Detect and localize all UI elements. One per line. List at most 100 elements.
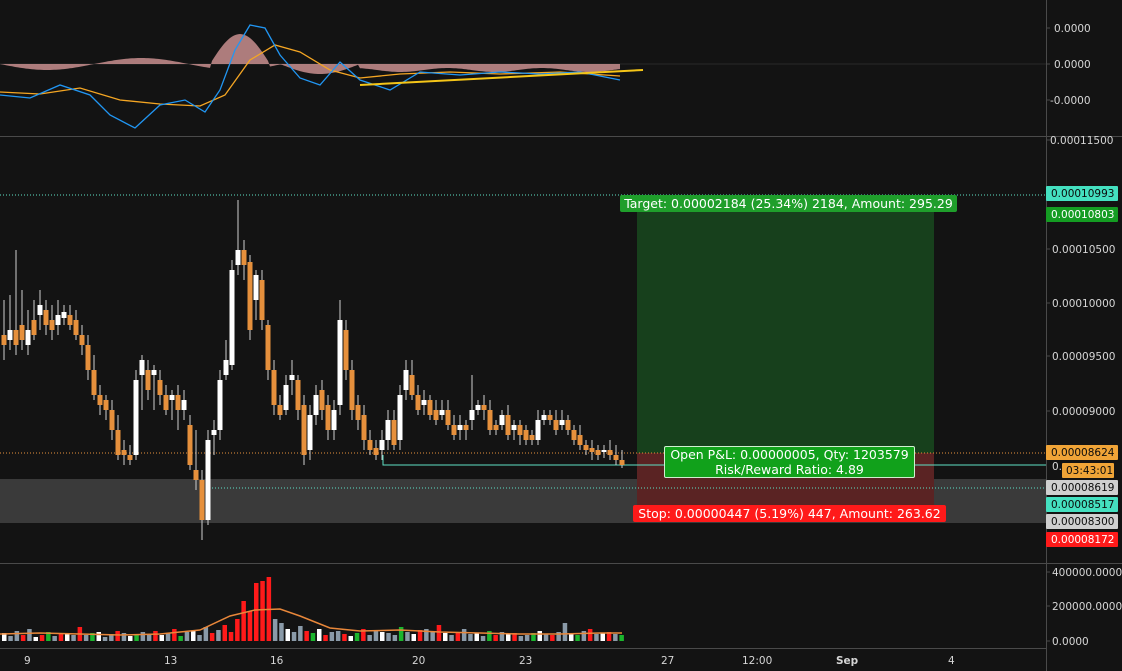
volume-bar[interactable] (455, 632, 461, 641)
candle[interactable] (529, 435, 535, 440)
volume-bar[interactable] (373, 631, 379, 641)
volume-bar[interactable] (443, 633, 448, 641)
volume-bar[interactable] (531, 633, 536, 641)
volume-bar[interactable] (65, 633, 70, 641)
candle[interactable] (319, 390, 325, 410)
candle[interactable] (415, 395, 421, 410)
volume-bar[interactable] (184, 632, 190, 641)
volume-bar[interactable] (291, 632, 297, 641)
candle[interactable] (139, 360, 145, 375)
volume-bar[interactable] (71, 635, 76, 641)
candle[interactable] (523, 430, 529, 440)
candle[interactable] (229, 270, 235, 365)
candle[interactable] (247, 262, 253, 330)
candle[interactable] (145, 370, 151, 390)
target-zone[interactable] (637, 195, 934, 453)
candle[interactable] (85, 345, 91, 370)
volume-bar[interactable] (96, 632, 102, 641)
candle[interactable] (367, 440, 373, 450)
candle[interactable] (223, 360, 229, 375)
price-tag-cyan-top[interactable] (1046, 186, 1118, 201)
volume-bar[interactable] (317, 629, 322, 641)
volume-bar[interactable] (191, 631, 196, 641)
candle[interactable] (433, 410, 439, 420)
candle[interactable] (103, 400, 109, 410)
volume-bar[interactable] (203, 627, 209, 641)
volume-bar[interactable] (209, 633, 215, 641)
price-tag-stop[interactable] (1046, 532, 1118, 547)
volume-bar[interactable] (613, 634, 618, 641)
candle[interactable] (535, 420, 541, 440)
candle[interactable] (451, 425, 457, 435)
candle[interactable] (409, 375, 415, 395)
volume-bar[interactable] (33, 637, 39, 641)
candle[interactable] (511, 425, 517, 430)
volume-bar[interactable] (581, 631, 587, 641)
candle[interactable] (79, 335, 85, 345)
candle[interactable] (259, 280, 265, 320)
candle[interactable] (577, 435, 583, 445)
volume-bar[interactable] (424, 629, 429, 641)
candle[interactable] (25, 330, 31, 345)
candle[interactable] (493, 425, 499, 430)
candle[interactable] (97, 395, 103, 405)
candle[interactable] (487, 410, 493, 430)
volume-bar[interactable] (436, 625, 442, 641)
volume-bar[interactable] (228, 632, 234, 641)
candle[interactable] (157, 380, 163, 395)
candle[interactable] (373, 448, 379, 455)
volume-bar[interactable] (606, 632, 612, 641)
candle[interactable] (613, 455, 619, 460)
macd-trendline[interactable] (359, 69, 644, 86)
candle[interactable] (349, 370, 355, 410)
volume-bar[interactable] (367, 635, 372, 641)
volume-bar[interactable] (298, 626, 303, 641)
volume-bar[interactable] (146, 634, 152, 641)
candle[interactable] (397, 395, 403, 440)
candle[interactable] (37, 305, 43, 315)
candle[interactable] (547, 415, 553, 420)
candle[interactable] (7, 330, 13, 340)
candle[interactable] (499, 415, 505, 425)
volume-bar[interactable] (285, 629, 291, 641)
target-label[interactable]: Target: 0.00002184 (25.34%) 2184, Amount… (620, 195, 957, 212)
candle[interactable] (163, 395, 169, 410)
volume-bar[interactable] (594, 634, 599, 641)
candle[interactable] (607, 450, 613, 455)
open-pnl-label[interactable]: Open P&L: 0.00000005, Qty: 1203579 Risk/… (664, 446, 915, 478)
stop-label[interactable]: Stop: 0.00000447 (5.19%) 447, Amount: 26… (633, 505, 946, 522)
volume-bar[interactable] (487, 631, 492, 641)
volume-bar[interactable] (405, 632, 410, 641)
price-tag-band-bottom[interactable] (1046, 514, 1118, 529)
candle[interactable] (19, 325, 25, 340)
candle[interactable] (553, 420, 559, 430)
candle[interactable] (91, 370, 97, 395)
volume-bar[interactable] (587, 629, 593, 641)
candles-group[interactable] (1, 200, 625, 540)
volume-bar[interactable] (354, 633, 360, 641)
candle[interactable] (457, 425, 463, 430)
volume-bar[interactable] (575, 635, 580, 641)
candle[interactable] (601, 450, 607, 452)
candle[interactable] (151, 370, 157, 375)
volume-bar[interactable] (304, 631, 309, 641)
candle[interactable] (169, 395, 175, 400)
volume-bar[interactable] (153, 631, 158, 641)
volume-bar[interactable] (543, 634, 549, 641)
candle[interactable] (193, 470, 199, 480)
volume-bar[interactable] (619, 635, 624, 641)
candle[interactable] (175, 395, 181, 410)
candle[interactable] (199, 480, 205, 520)
volume-pane[interactable] (0, 577, 624, 641)
candle[interactable] (571, 430, 577, 440)
volume-bar[interactable] (8, 636, 13, 641)
candle[interactable] (307, 415, 313, 450)
price-tag-current[interactable] (1046, 445, 1118, 460)
candle[interactable] (337, 320, 343, 405)
volume-bar[interactable] (480, 636, 486, 641)
candle[interactable] (481, 405, 487, 410)
volume-bar[interactable] (165, 633, 171, 641)
volume-bar[interactable] (172, 629, 177, 641)
volume-bar[interactable] (109, 634, 114, 641)
